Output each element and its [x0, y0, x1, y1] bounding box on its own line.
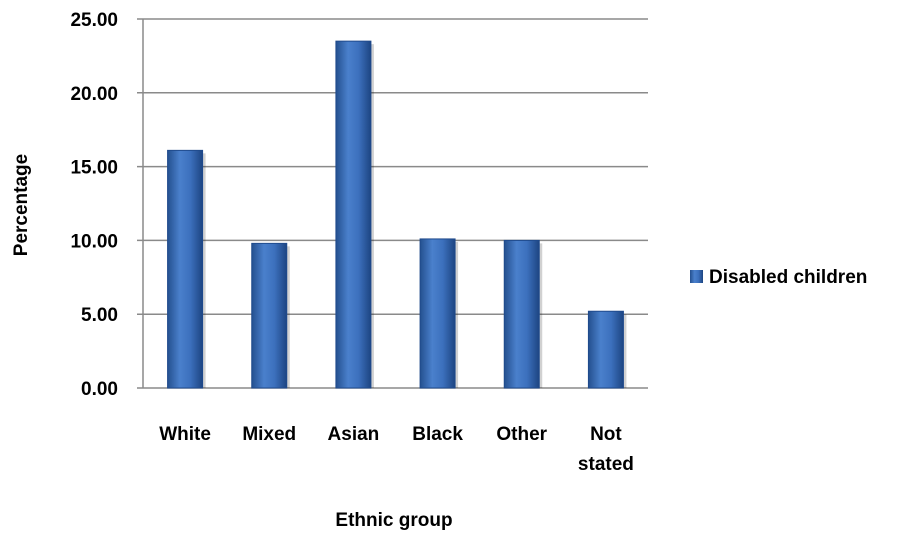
- bar-white: [167, 149, 204, 389]
- gridlines: [137, 18, 648, 389]
- x-tick-label: Asian: [328, 424, 380, 445]
- y-tick-label: 20.00: [70, 84, 118, 105]
- y-axis-ticks: 0.00 5.00 10.00 15.00 20.00 25.00: [70, 10, 118, 400]
- x-tick-label: Mixed: [242, 424, 296, 445]
- x-tick-label: Black: [412, 424, 463, 445]
- y-tick-label: 25.00: [70, 10, 118, 31]
- y-tick-label: 5.00: [81, 305, 118, 326]
- x-axis-title: Ethnic group: [335, 510, 452, 531]
- bar-asian: [335, 40, 372, 389]
- bars: [167, 40, 627, 389]
- y-tick-label: 15.00: [70, 158, 118, 179]
- y-axis-title: Percentage: [11, 154, 32, 256]
- legend: Disabled children: [690, 267, 867, 288]
- legend-swatch: [690, 270, 703, 283]
- x-axis-labels: White Mixed Asian Black Other Not stated: [159, 424, 634, 475]
- bar-other: [503, 239, 540, 389]
- y-tick-label: 0.00: [81, 379, 118, 400]
- x-tick-label: White: [159, 424, 211, 445]
- legend-label: Disabled children: [709, 267, 867, 288]
- x-tick-label: Not stated: [578, 424, 634, 475]
- bar-black: [419, 238, 456, 389]
- bar-mixed: [251, 242, 288, 389]
- y-tick-label: 10.00: [70, 231, 118, 252]
- x-tick-label: Other: [496, 424, 547, 445]
- bar-not-stated: [587, 310, 624, 389]
